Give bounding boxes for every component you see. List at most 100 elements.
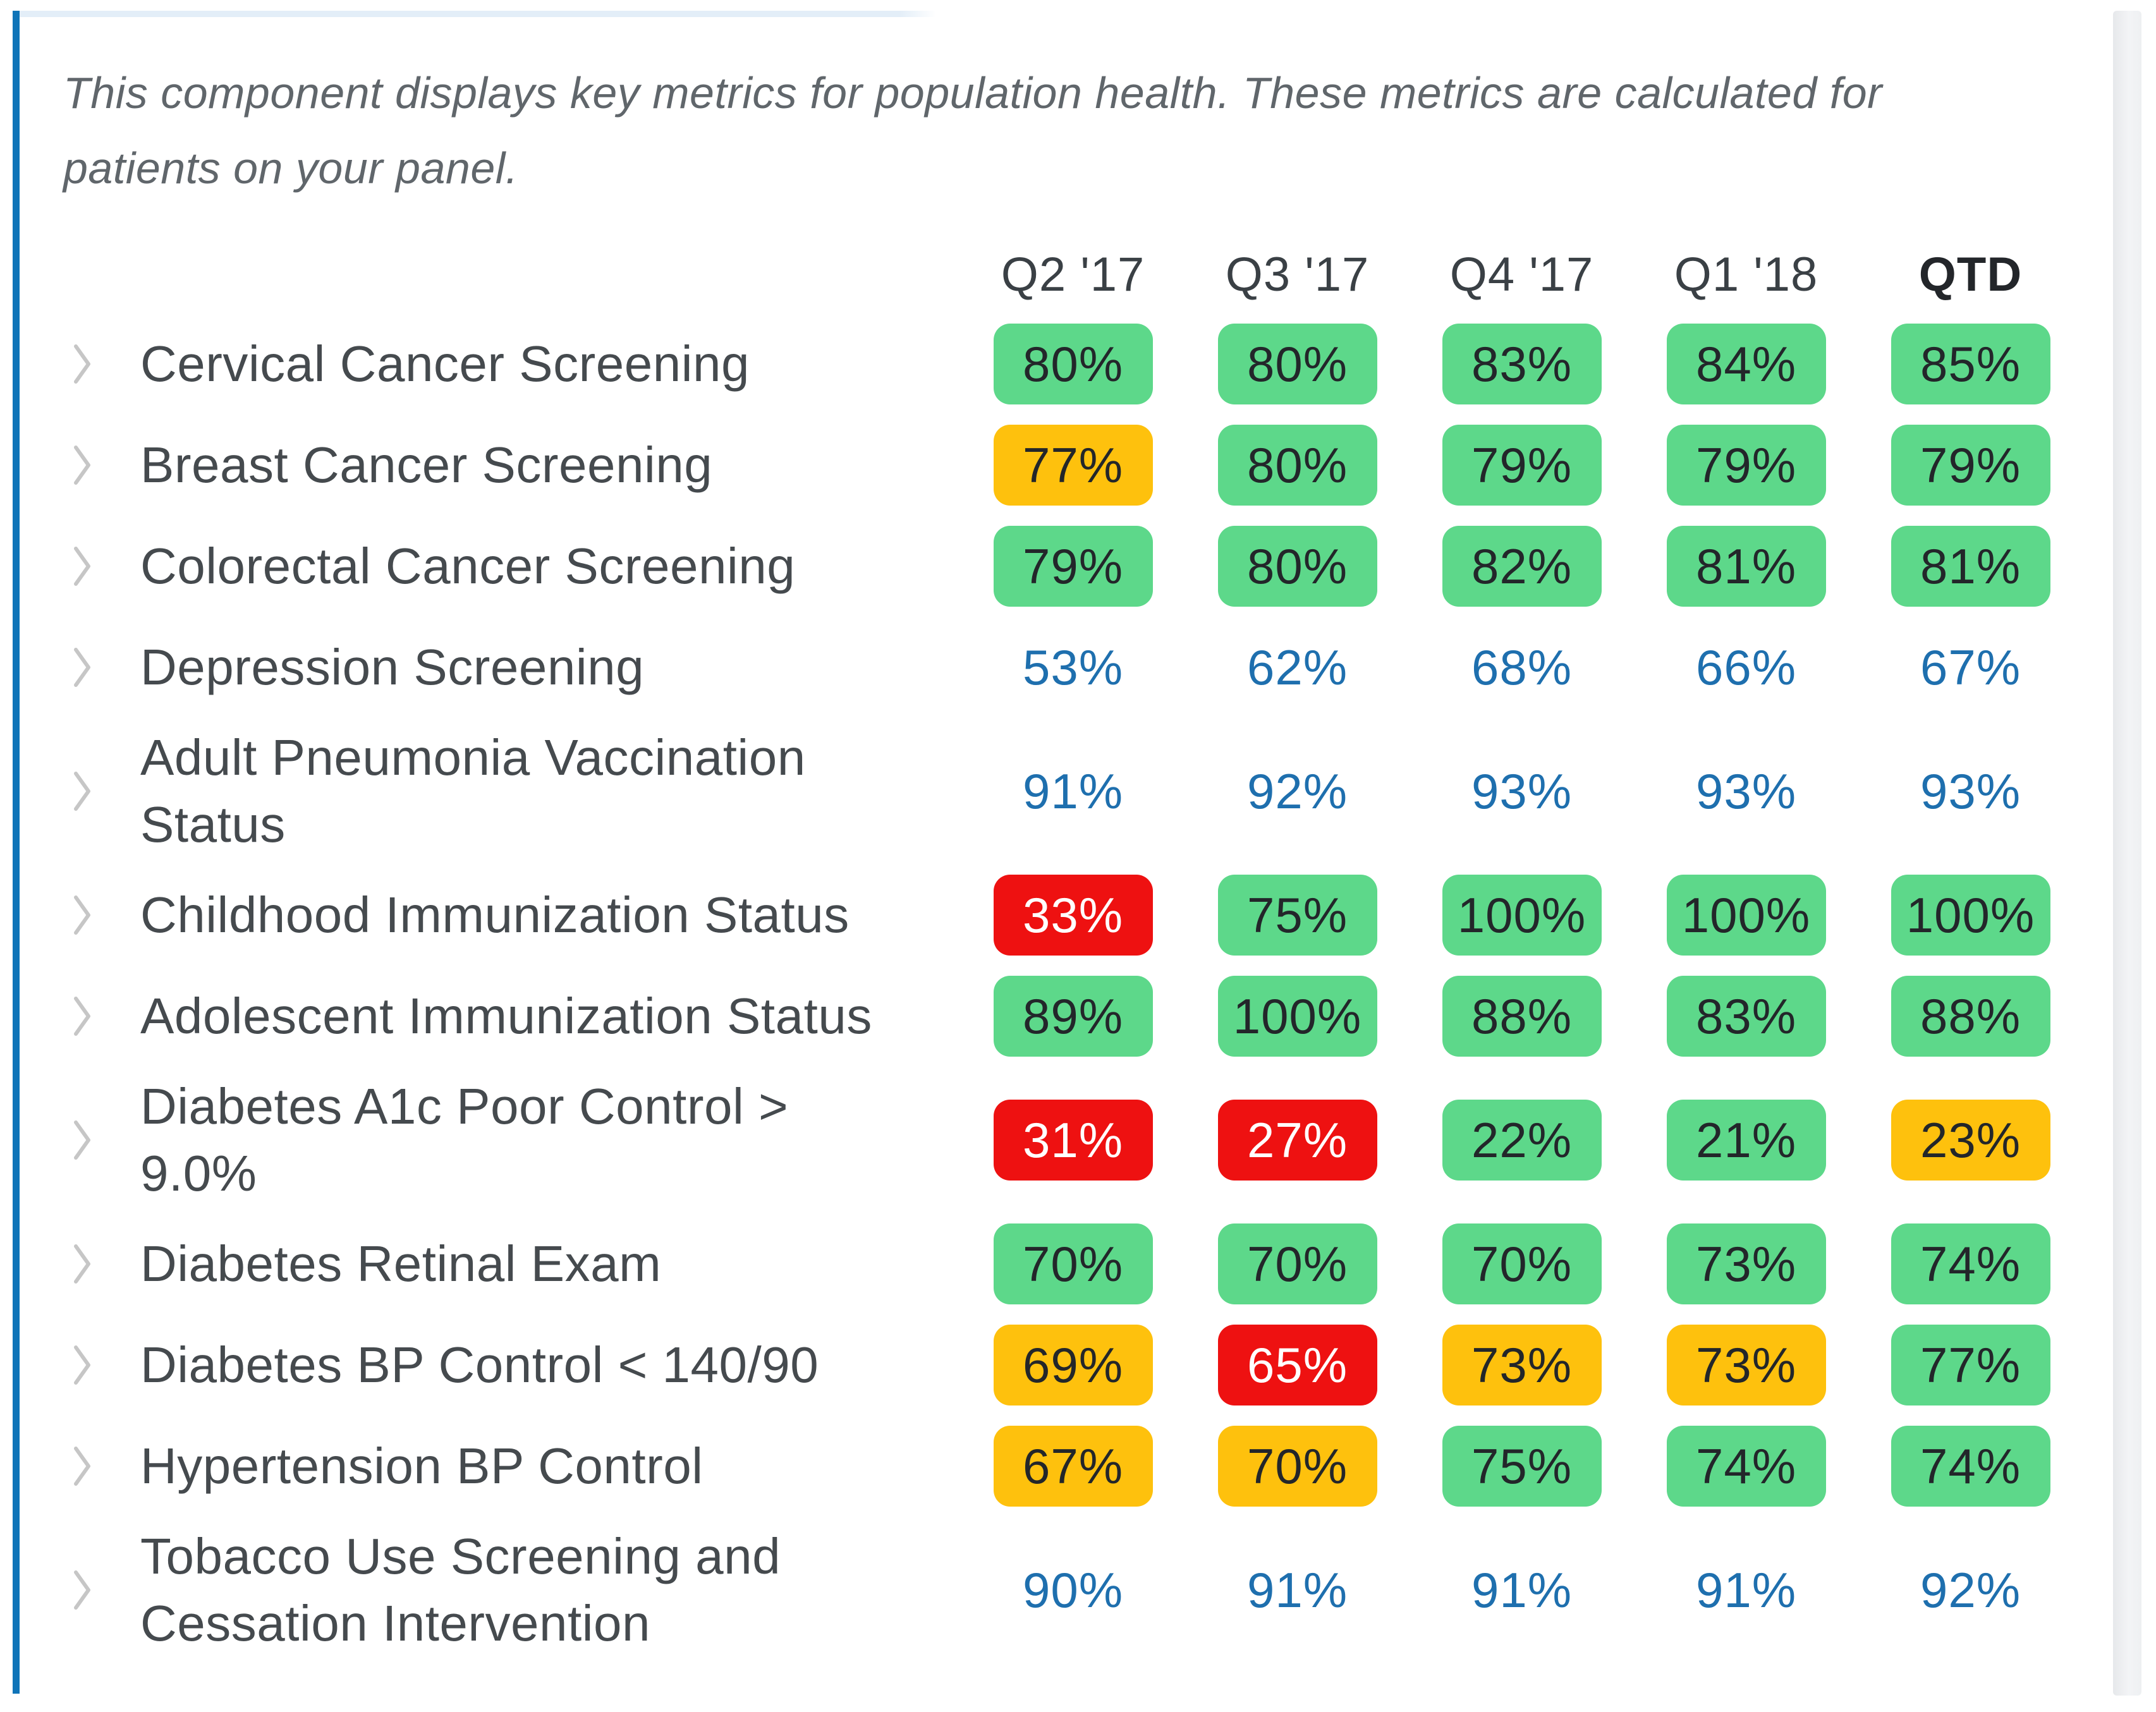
metric-value-badge[interactable]: 77% [1891,1325,2050,1405]
metric-value-cell[interactable]: 91% [1185,1517,1410,1663]
metric-value-cell[interactable]: 73% [1634,1314,1858,1416]
metric-row[interactable]: Cervical Cancer Screening 80% 80% 83% 84… [63,313,2111,415]
metric-row[interactable]: Tobacco Use Screening and Cessation Inter… [63,1517,2111,1663]
metric-value-cell[interactable]: 79% [1858,415,2083,516]
metric-value-text[interactable]: 67% [1920,639,2021,695]
metric-value-cell[interactable]: 53% [961,617,1185,718]
vertical-scrollbar[interactable] [2113,11,2141,1696]
metric-value-badge[interactable]: 74% [1891,1223,2050,1304]
metric-value-cell[interactable]: 91% [1634,1517,1858,1663]
metric-value-cell[interactable]: 70% [961,1213,1185,1314]
metric-value-badge[interactable]: 67% [993,1426,1153,1507]
metric-value-cell[interactable]: 77% [1858,1314,2083,1416]
metric-value-badge[interactable]: 70% [993,1223,1153,1304]
metric-value-badge[interactable]: 79% [1442,425,1602,506]
metric-value-badge[interactable]: 70% [1442,1223,1602,1304]
metric-value-cell[interactable]: 67% [961,1416,1185,1517]
metric-value-cell[interactable]: 88% [1858,966,2083,1067]
metric-value-text[interactable]: 91% [1022,763,1124,819]
metric-value-cell[interactable]: 73% [1410,1314,1634,1416]
metric-value-text[interactable]: 91% [1471,1562,1573,1618]
metric-value-cell[interactable]: 70% [1410,1213,1634,1314]
metric-value-text[interactable]: 93% [1695,763,1797,819]
chevron-right-icon[interactable] [73,1344,92,1386]
metric-value-cell[interactable]: 93% [1634,718,1858,865]
metric-value-cell[interactable]: 22% [1410,1067,1634,1213]
metric-value-cell[interactable]: 27% [1185,1067,1410,1213]
metric-value-badge[interactable]: 80% [1217,526,1377,607]
metric-value-cell[interactable]: 70% [1185,1416,1410,1517]
chevron-right-icon[interactable] [73,545,92,587]
metric-value-cell[interactable]: 100% [1410,865,1634,966]
metric-value-cell[interactable]: 100% [1858,865,2083,966]
metric-value-text[interactable]: 91% [1695,1562,1797,1618]
metric-value-badge[interactable]: 65% [1217,1325,1377,1405]
metric-value-badge[interactable]: 83% [1442,324,1602,404]
metric-value-cell[interactable]: 66% [1634,617,1858,718]
metric-value-cell[interactable]: 21% [1634,1067,1858,1213]
metric-value-badge[interactable]: 100% [1891,875,2050,956]
metric-value-cell[interactable]: 100% [1634,865,1858,966]
metric-value-badge[interactable]: 75% [1442,1426,1602,1507]
metric-value-text[interactable]: 90% [1022,1562,1124,1618]
metric-value-badge[interactable]: 70% [1217,1223,1377,1304]
metric-value-cell[interactable]: 83% [1410,313,1634,415]
metric-value-cell[interactable]: 80% [961,313,1185,415]
metric-value-cell[interactable]: 93% [1410,718,1634,865]
metric-value-text[interactable]: 91% [1246,1562,1348,1618]
metric-value-badge[interactable]: 79% [1666,425,1826,506]
metric-row[interactable]: Colorectal Cancer Screening 79% 80% 82% … [63,516,2111,617]
metric-value-cell[interactable]: 88% [1410,966,1634,1067]
chevron-right-icon[interactable] [73,1569,92,1611]
metric-value-cell[interactable]: 84% [1634,313,1858,415]
metric-value-text[interactable]: 53% [1022,639,1124,695]
metric-row[interactable]: Adult Pneumonia Vaccination Status 91% 92… [63,718,2111,865]
metric-value-text[interactable]: 66% [1695,639,1797,695]
metric-value-badge[interactable]: 74% [1891,1426,2050,1507]
metric-value-badge[interactable]: 100% [1217,976,1377,1057]
metric-value-cell[interactable]: 74% [1858,1416,2083,1517]
metric-row[interactable]: Diabetes BP Control < 140/90 69% 65% 73%… [63,1314,2111,1416]
metric-value-text[interactable]: 93% [1471,763,1573,819]
metric-row[interactable]: Breast Cancer Screening 77% 80% 79% 79% … [63,415,2111,516]
metric-value-badge[interactable]: 81% [1666,526,1826,607]
metric-value-text[interactable]: 62% [1246,639,1348,695]
metric-value-cell[interactable]: 31% [961,1067,1185,1213]
metric-value-badge[interactable]: 31% [993,1100,1153,1181]
chevron-right-icon[interactable] [73,647,92,688]
metric-value-badge[interactable]: 88% [1891,976,2050,1057]
chevron-right-icon[interactable] [73,995,92,1037]
metric-value-cell[interactable]: 79% [1410,415,1634,516]
metric-row[interactable]: Diabetes Retinal Exam 70% 70% 70% 73% 74… [63,1213,2111,1314]
metric-value-badge[interactable]: 100% [1442,875,1602,956]
metric-value-cell[interactable]: 67% [1858,617,2083,718]
metric-value-text[interactable]: 93% [1920,763,2021,819]
chevron-right-icon[interactable] [73,1119,92,1161]
chevron-right-icon[interactable] [73,894,92,936]
metric-value-text[interactable]: 92% [1246,763,1348,819]
metric-value-badge[interactable]: 69% [993,1325,1153,1405]
metric-value-badge[interactable]: 33% [993,875,1153,956]
metric-value-cell[interactable]: 90% [961,1517,1185,1663]
metric-value-badge[interactable]: 22% [1442,1100,1602,1181]
metric-value-cell[interactable]: 80% [1185,415,1410,516]
metric-value-cell[interactable]: 89% [961,966,1185,1067]
metric-value-cell[interactable]: 68% [1410,617,1634,718]
metric-value-cell[interactable]: 69% [961,1314,1185,1416]
metric-row[interactable]: Childhood Immunization Status 33% 75% 10… [63,865,2111,966]
metric-value-badge[interactable]: 82% [1442,526,1602,607]
metric-value-cell[interactable]: 65% [1185,1314,1410,1416]
metric-value-cell[interactable]: 75% [1185,865,1410,966]
metric-value-badge[interactable]: 77% [993,425,1153,506]
chevron-right-icon[interactable] [73,770,92,812]
metric-value-cell[interactable]: 74% [1858,1213,2083,1314]
metric-row[interactable]: Diabetes A1c Poor Control >9.0% 31% 27% … [63,1067,2111,1213]
metric-value-badge[interactable]: 80% [993,324,1153,404]
metric-value-cell[interactable]: 83% [1634,966,1858,1067]
metric-value-badge[interactable]: 79% [1891,425,2050,506]
metric-value-cell[interactable]: 100% [1185,966,1410,1067]
metric-value-cell[interactable]: 85% [1858,313,2083,415]
metric-value-cell[interactable]: 79% [961,516,1185,617]
metric-value-cell[interactable]: 80% [1185,313,1410,415]
metric-value-badge[interactable]: 73% [1666,1223,1826,1304]
